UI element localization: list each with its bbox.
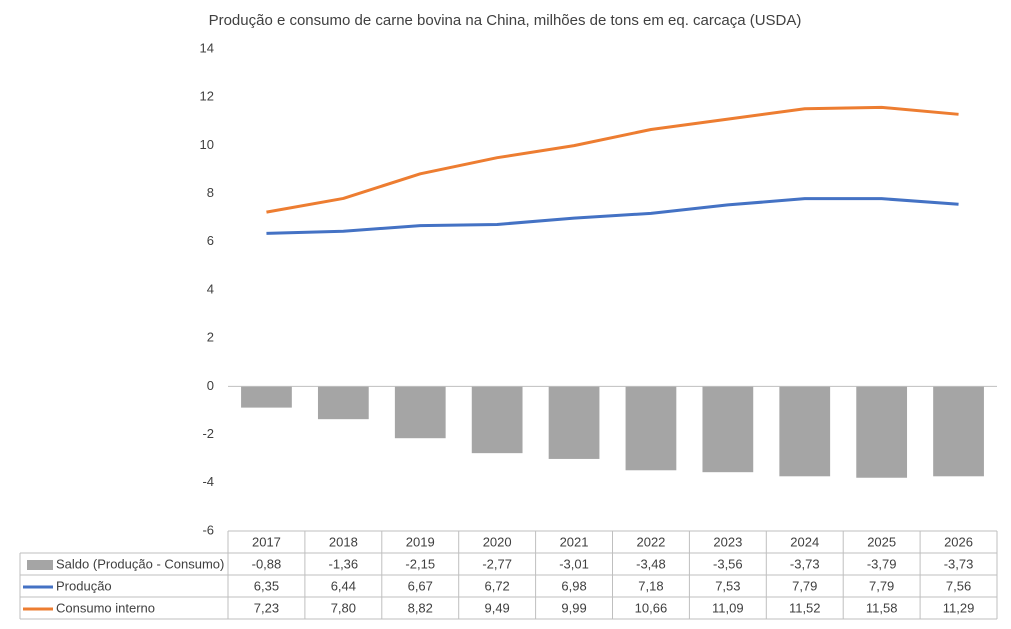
table-value: 7,18 <box>638 578 663 593</box>
bar <box>394 386 446 439</box>
table-value: 7,79 <box>792 578 817 593</box>
table-value: 11,58 <box>866 600 898 615</box>
x-tick-label: 2018 <box>329 534 358 549</box>
table-value: 10,66 <box>635 600 668 615</box>
table-value: 11,29 <box>943 600 975 615</box>
table-value: 7,80 <box>331 600 356 615</box>
y-tick-label: -2 <box>202 426 214 441</box>
bar <box>702 386 754 473</box>
legend-label: Consumo interno <box>56 600 155 615</box>
bar <box>856 386 908 478</box>
legend-label: Saldo (Produção - Consumo) <box>56 556 224 571</box>
table-value: 11,52 <box>789 600 821 615</box>
y-tick-label: 12 <box>200 89 214 104</box>
table-value: 8,82 <box>408 600 433 615</box>
bar <box>241 386 292 408</box>
bar <box>471 386 523 454</box>
table-value: 9,49 <box>484 600 509 615</box>
table-value: -1,36 <box>329 556 359 571</box>
y-tick-label: 6 <box>207 233 214 248</box>
bar <box>625 386 677 471</box>
table-value: -0,88 <box>252 556 282 571</box>
x-tick-label: 2026 <box>944 534 973 549</box>
y-tick-label: 2 <box>207 330 214 345</box>
table-value: 9,99 <box>561 600 586 615</box>
table-value: 7,79 <box>869 578 894 593</box>
table-value: -3,01 <box>559 556 589 571</box>
bar <box>933 386 984 477</box>
y-tick-label: 10 <box>200 137 214 152</box>
table-value: 6,98 <box>561 578 586 593</box>
table-value: 6,35 <box>254 578 279 593</box>
bar <box>779 386 831 477</box>
x-tick-label: 2019 <box>406 534 435 549</box>
legend-label: Produção <box>56 578 112 593</box>
table-value: 11,09 <box>712 600 744 615</box>
y-tick-label: -6 <box>202 522 214 537</box>
x-tick-label: 2017 <box>252 534 281 549</box>
table-value: -2,77 <box>482 556 512 571</box>
table-value: 6,44 <box>331 578 356 593</box>
y-tick-label: 4 <box>207 281 214 296</box>
chart-title: Produção e consumo de carne bovina na Ch… <box>209 12 802 29</box>
x-tick-label: 2020 <box>483 534 512 549</box>
x-tick-label: 2022 <box>636 534 665 549</box>
table-value: -3,48 <box>636 556 666 571</box>
y-tick-label: 0 <box>207 378 214 393</box>
y-tick-label: -4 <box>202 474 214 489</box>
table-value: -3,73 <box>790 556 820 571</box>
table-value: -3,73 <box>944 556 974 571</box>
bar <box>548 386 600 459</box>
table-value: -3,56 <box>713 556 743 571</box>
x-tick-label: 2024 <box>790 534 819 549</box>
table-value: 7,53 <box>715 578 740 593</box>
bar <box>317 386 369 420</box>
table-value: 7,23 <box>254 600 279 615</box>
table-value: -3,79 <box>867 556 897 571</box>
table-value: 6,67 <box>408 578 433 593</box>
line-series <box>266 197 959 235</box>
table-value: -2,15 <box>405 556 435 571</box>
y-tick-label: 8 <box>207 185 214 200</box>
line-series <box>266 105 959 214</box>
x-tick-label: 2025 <box>867 534 896 549</box>
x-tick-label: 2021 <box>560 534 589 549</box>
table-value: 7,56 <box>946 578 971 593</box>
table-value: 6,72 <box>484 578 509 593</box>
legend-key <box>27 560 53 570</box>
y-tick-label: 14 <box>200 40 214 55</box>
x-tick-label: 2023 <box>713 534 742 549</box>
